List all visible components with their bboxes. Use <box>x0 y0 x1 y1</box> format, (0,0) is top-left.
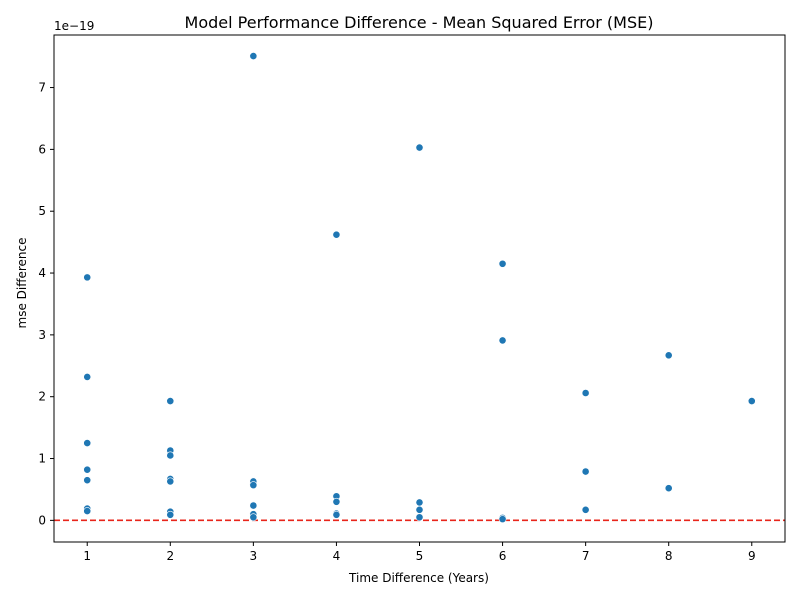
x-tick-label: 5 <box>416 549 424 563</box>
chart-title: Model Performance Difference - Mean Squa… <box>185 13 654 32</box>
y-tick-label: 1 <box>38 452 46 466</box>
x-tick-label: 9 <box>748 549 756 563</box>
y-tick-label: 6 <box>38 142 46 156</box>
data-point <box>83 465 92 474</box>
data-point <box>83 476 92 485</box>
data-point <box>664 351 673 360</box>
data-point <box>332 497 341 506</box>
x-tick-label: 6 <box>499 549 507 563</box>
data-point <box>249 52 258 60</box>
y-axis-offset-text: 1e−19 <box>54 19 94 33</box>
data-point <box>166 477 175 486</box>
axis-ticks: 1 2 3 4 5 6 7 8 9 0 1 2 3 4 5 6 7 <box>38 81 755 563</box>
data-point <box>581 389 590 397</box>
plot-frame <box>53 34 786 543</box>
data-point <box>498 515 507 524</box>
y-tick-label: 3 <box>38 328 46 342</box>
x-tick-label: 7 <box>582 549 590 563</box>
data-point <box>415 498 424 507</box>
x-axis-label: Time Difference (Years) <box>348 571 489 585</box>
data-point <box>498 259 507 268</box>
data-point <box>166 397 175 405</box>
x-tick-label: 3 <box>250 549 258 563</box>
data-point <box>498 336 507 345</box>
x-tick-label: 2 <box>166 549 174 563</box>
y-axis-label: mse Difference <box>15 237 29 328</box>
data-point <box>83 507 92 515</box>
data-point <box>581 467 590 476</box>
data-point <box>415 513 424 522</box>
y-tick-label: 4 <box>38 266 46 280</box>
data-point <box>166 451 175 460</box>
x-tick-label: 8 <box>665 549 673 563</box>
data-point <box>747 397 756 405</box>
y-tick-label: 5 <box>38 204 46 218</box>
data-point <box>332 510 341 519</box>
data-point <box>332 230 341 239</box>
data-points <box>83 52 756 524</box>
y-tick-label: 7 <box>38 81 46 95</box>
data-point <box>166 510 175 519</box>
data-point <box>83 439 92 447</box>
data-point <box>83 373 92 381</box>
data-point <box>249 481 258 490</box>
data-point <box>249 513 258 522</box>
data-point <box>83 273 92 282</box>
data-point <box>415 505 424 514</box>
data-point <box>581 505 590 514</box>
data-point <box>249 501 258 510</box>
y-tick-label: 0 <box>38 513 46 527</box>
x-tick-label: 1 <box>83 549 91 563</box>
x-tick-label: 4 <box>333 549 341 563</box>
data-point <box>415 143 424 152</box>
data-point <box>664 484 673 493</box>
y-tick-label: 2 <box>38 390 46 404</box>
